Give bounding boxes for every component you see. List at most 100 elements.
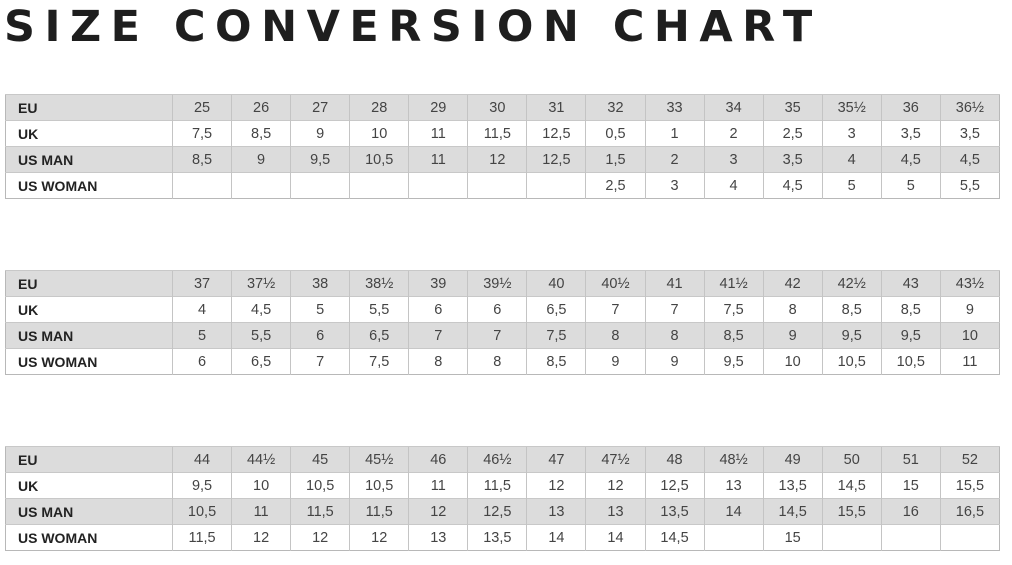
size-cell: 36½ [939,94,1000,121]
size-cell: 15 [762,524,823,551]
size-cell: 10,5 [349,146,409,173]
size-cell: 47½ [585,446,645,473]
size-cell: 9,5 [290,146,350,173]
row-eu: EU 25 26 27 28 29 30 31 32 33 34 35 35½ 36 36½ [5,94,1000,121]
size-cell: 14,5 [762,498,823,525]
size-cell: 8 [644,322,705,349]
size-cell: 46½ [467,446,527,473]
size-cell: 2 [703,120,764,147]
size-cell: 7 [585,296,645,323]
size-cell: 3 [644,172,705,199]
size-cell: 3 [821,120,882,147]
size-cell: 4,5 [762,172,823,199]
size-cell: 5 [290,296,350,323]
size-cell: 6 [171,348,232,375]
size-cell: 11,5 [349,498,409,525]
size-cell: 48½ [703,446,764,473]
size-table-1: EU 25 26 27 28 29 30 31 32 33 34 35 35½ 36 36½ UK 7,5 8,5… [5,94,1000,199]
row-label: EU [5,446,173,473]
size-cell: 9 [231,146,291,173]
size-cell: 42 [762,270,823,297]
size-cell: 8,5 [880,296,941,323]
size-cell: 12 [231,524,291,551]
size-cell: 2,5 [762,120,823,147]
size-cell: 48 [644,446,705,473]
size-cell: 46 [408,446,468,473]
size-cell: 4 [821,146,882,173]
size-cell: 11 [939,348,1000,375]
size-cell: 44 [171,446,232,473]
row-us-woman: US WOMAN 2,5 3 4 4,5 5 5 5,5 [5,172,1000,199]
size-cell: 2 [644,146,705,173]
size-cell: 13 [703,472,764,499]
size-cell: 10,5 [290,472,350,499]
size-cell: 9,5 [703,348,764,375]
size-cell: 10,5 [821,348,882,375]
size-cell: 45½ [349,446,409,473]
size-cell: 6 [408,296,468,323]
size-cell: 25 [171,94,232,121]
size-cell: 9 [290,120,350,147]
size-cell: 4 [171,296,232,323]
size-cell: 8,5 [821,296,882,323]
size-cell [880,524,941,551]
size-cell: 12,5 [467,498,527,525]
row-us-man: US MAN 5 5,5 6 6,5 7 7 7,5 8 8 8,5 9 9,5 9,5 10 [5,322,1000,349]
size-cell: 36 [880,94,941,121]
size-cell [171,172,232,199]
size-cell [290,172,350,199]
size-cell: 14 [703,498,764,525]
size-cell: 13 [408,524,468,551]
size-cell: 4,5 [880,146,941,173]
size-cell: 1 [644,120,705,147]
size-cell: 7,5 [526,322,586,349]
size-cell [231,172,291,199]
row-uk: UK 4 4,5 5 5,5 6 6 6,5 7 7 7,5 8 8,5 8,5 9 [5,296,1000,323]
size-cell: 26 [231,94,291,121]
row-eu: EU 44 44½ 45 45½ 46 46½ 47 47½ 48 48½ 49 50 51 52 [5,446,1000,473]
size-cell: 5,5 [349,296,409,323]
size-cell: 4,5 [939,146,1000,173]
size-table-2: EU 37 37½ 38 38½ 39 39½ 40 40½ 41 41½ 42 42½ 43 43½ UK 4… [5,270,1000,375]
row-label: EU [5,94,173,121]
size-cell: 32 [585,94,645,121]
size-cell: 5,5 [939,172,1000,199]
size-cell: 33 [644,94,705,121]
size-cell: 34 [703,94,764,121]
size-cell: 40½ [585,270,645,297]
size-cell: 5 [821,172,882,199]
size-cell: 41½ [703,270,764,297]
row-label: US WOMAN [5,172,173,199]
size-cell: 10,5 [349,472,409,499]
size-cell: 8,5 [703,322,764,349]
size-cell: 8 [585,322,645,349]
size-cell: 43 [880,270,941,297]
size-cell: 11 [408,146,468,173]
size-cell: 10 [939,322,1000,349]
size-cell: 12,5 [526,146,586,173]
size-cell: 10,5 [880,348,941,375]
row-uk: UK 7,5 8,5 9 10 11 11,5 12,5 0,5 1 2 2,5 3 3,5 3,5 [5,120,1000,147]
size-cell: 7 [408,322,468,349]
size-cell: 7 [290,348,350,375]
size-cell: 6,5 [231,348,291,375]
size-cell: 3,5 [880,120,941,147]
size-cell: 38 [290,270,350,297]
size-cell: 6 [467,296,527,323]
row-label: US MAN [5,322,173,349]
size-cell: 27 [290,94,350,121]
size-cell: 29 [408,94,468,121]
size-cell: 13,5 [467,524,527,551]
size-cell: 10 [349,120,409,147]
page-title: SIZE CONVERSION CHART [4,2,822,52]
size-cell: 3,5 [762,146,823,173]
row-label: UK [5,120,173,147]
size-cell: 8 [408,348,468,375]
size-cell [526,172,586,199]
size-cell: 6 [290,322,350,349]
size-cell: 8,5 [171,146,232,173]
size-table-3: EU 44 44½ 45 45½ 46 46½ 47 47½ 48 48½ 49 50 51 52 UK 9,5… [5,446,1000,551]
size-cell: 42½ [821,270,882,297]
size-cell: 5,5 [231,322,291,349]
size-cell: 12 [349,524,409,551]
